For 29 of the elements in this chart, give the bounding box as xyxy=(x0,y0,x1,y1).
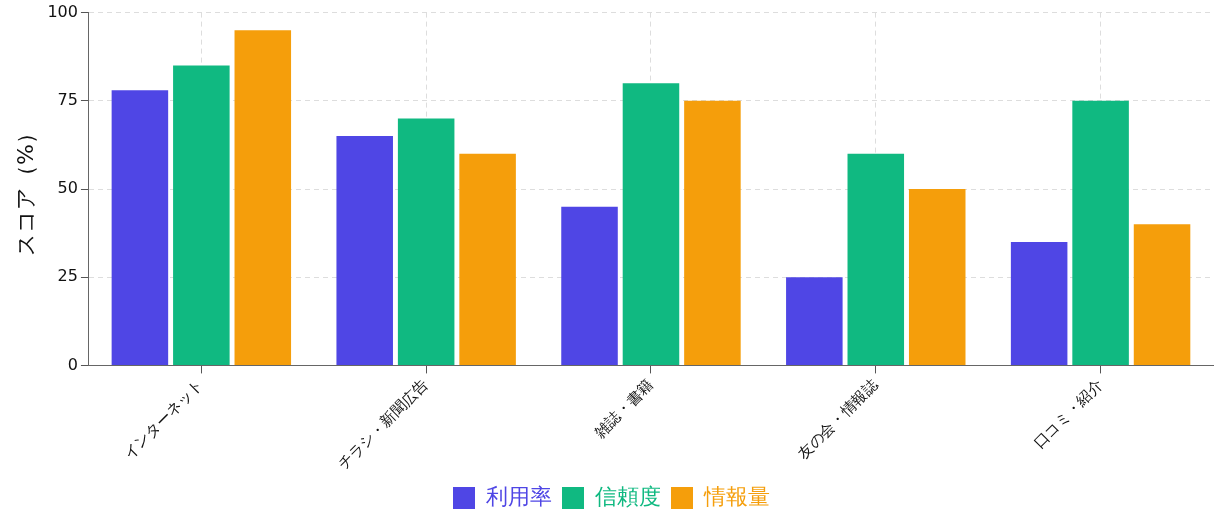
bar xyxy=(397,118,455,365)
bar xyxy=(1133,224,1191,365)
legend-label: 利用率 xyxy=(486,483,552,509)
bar xyxy=(561,206,618,365)
bar xyxy=(111,90,169,365)
y-tick-label: 0 xyxy=(67,354,78,374)
x-tick-label: 口コミ・紹介 xyxy=(1029,375,1107,452)
bar xyxy=(786,277,843,365)
bar xyxy=(234,30,292,365)
y-tick-label: 100 xyxy=(47,1,78,21)
bar xyxy=(1072,100,1129,365)
x-tick-label: 友の会・情報誌 xyxy=(794,375,882,463)
x-tick-label: 雑誌・書籍 xyxy=(590,375,657,442)
y-tick-label: 25 xyxy=(57,266,78,286)
legend-label: 信頼度 xyxy=(595,483,661,509)
bar xyxy=(336,136,393,365)
bar xyxy=(459,153,516,365)
y-tick-label: 50 xyxy=(57,178,78,198)
x-tick-label: チラシ・新聞広告 xyxy=(334,375,432,474)
legend-label: 情報量 xyxy=(703,483,770,509)
bar xyxy=(173,65,230,365)
y-axis-title: スコア（%） xyxy=(12,122,38,256)
bar xyxy=(1010,241,1068,365)
bar xyxy=(908,189,966,365)
bar xyxy=(622,83,680,365)
bar xyxy=(684,100,741,365)
x-tick-label: インターネット xyxy=(119,375,207,463)
bar xyxy=(847,153,905,365)
y-tick-label: 75 xyxy=(57,89,78,109)
